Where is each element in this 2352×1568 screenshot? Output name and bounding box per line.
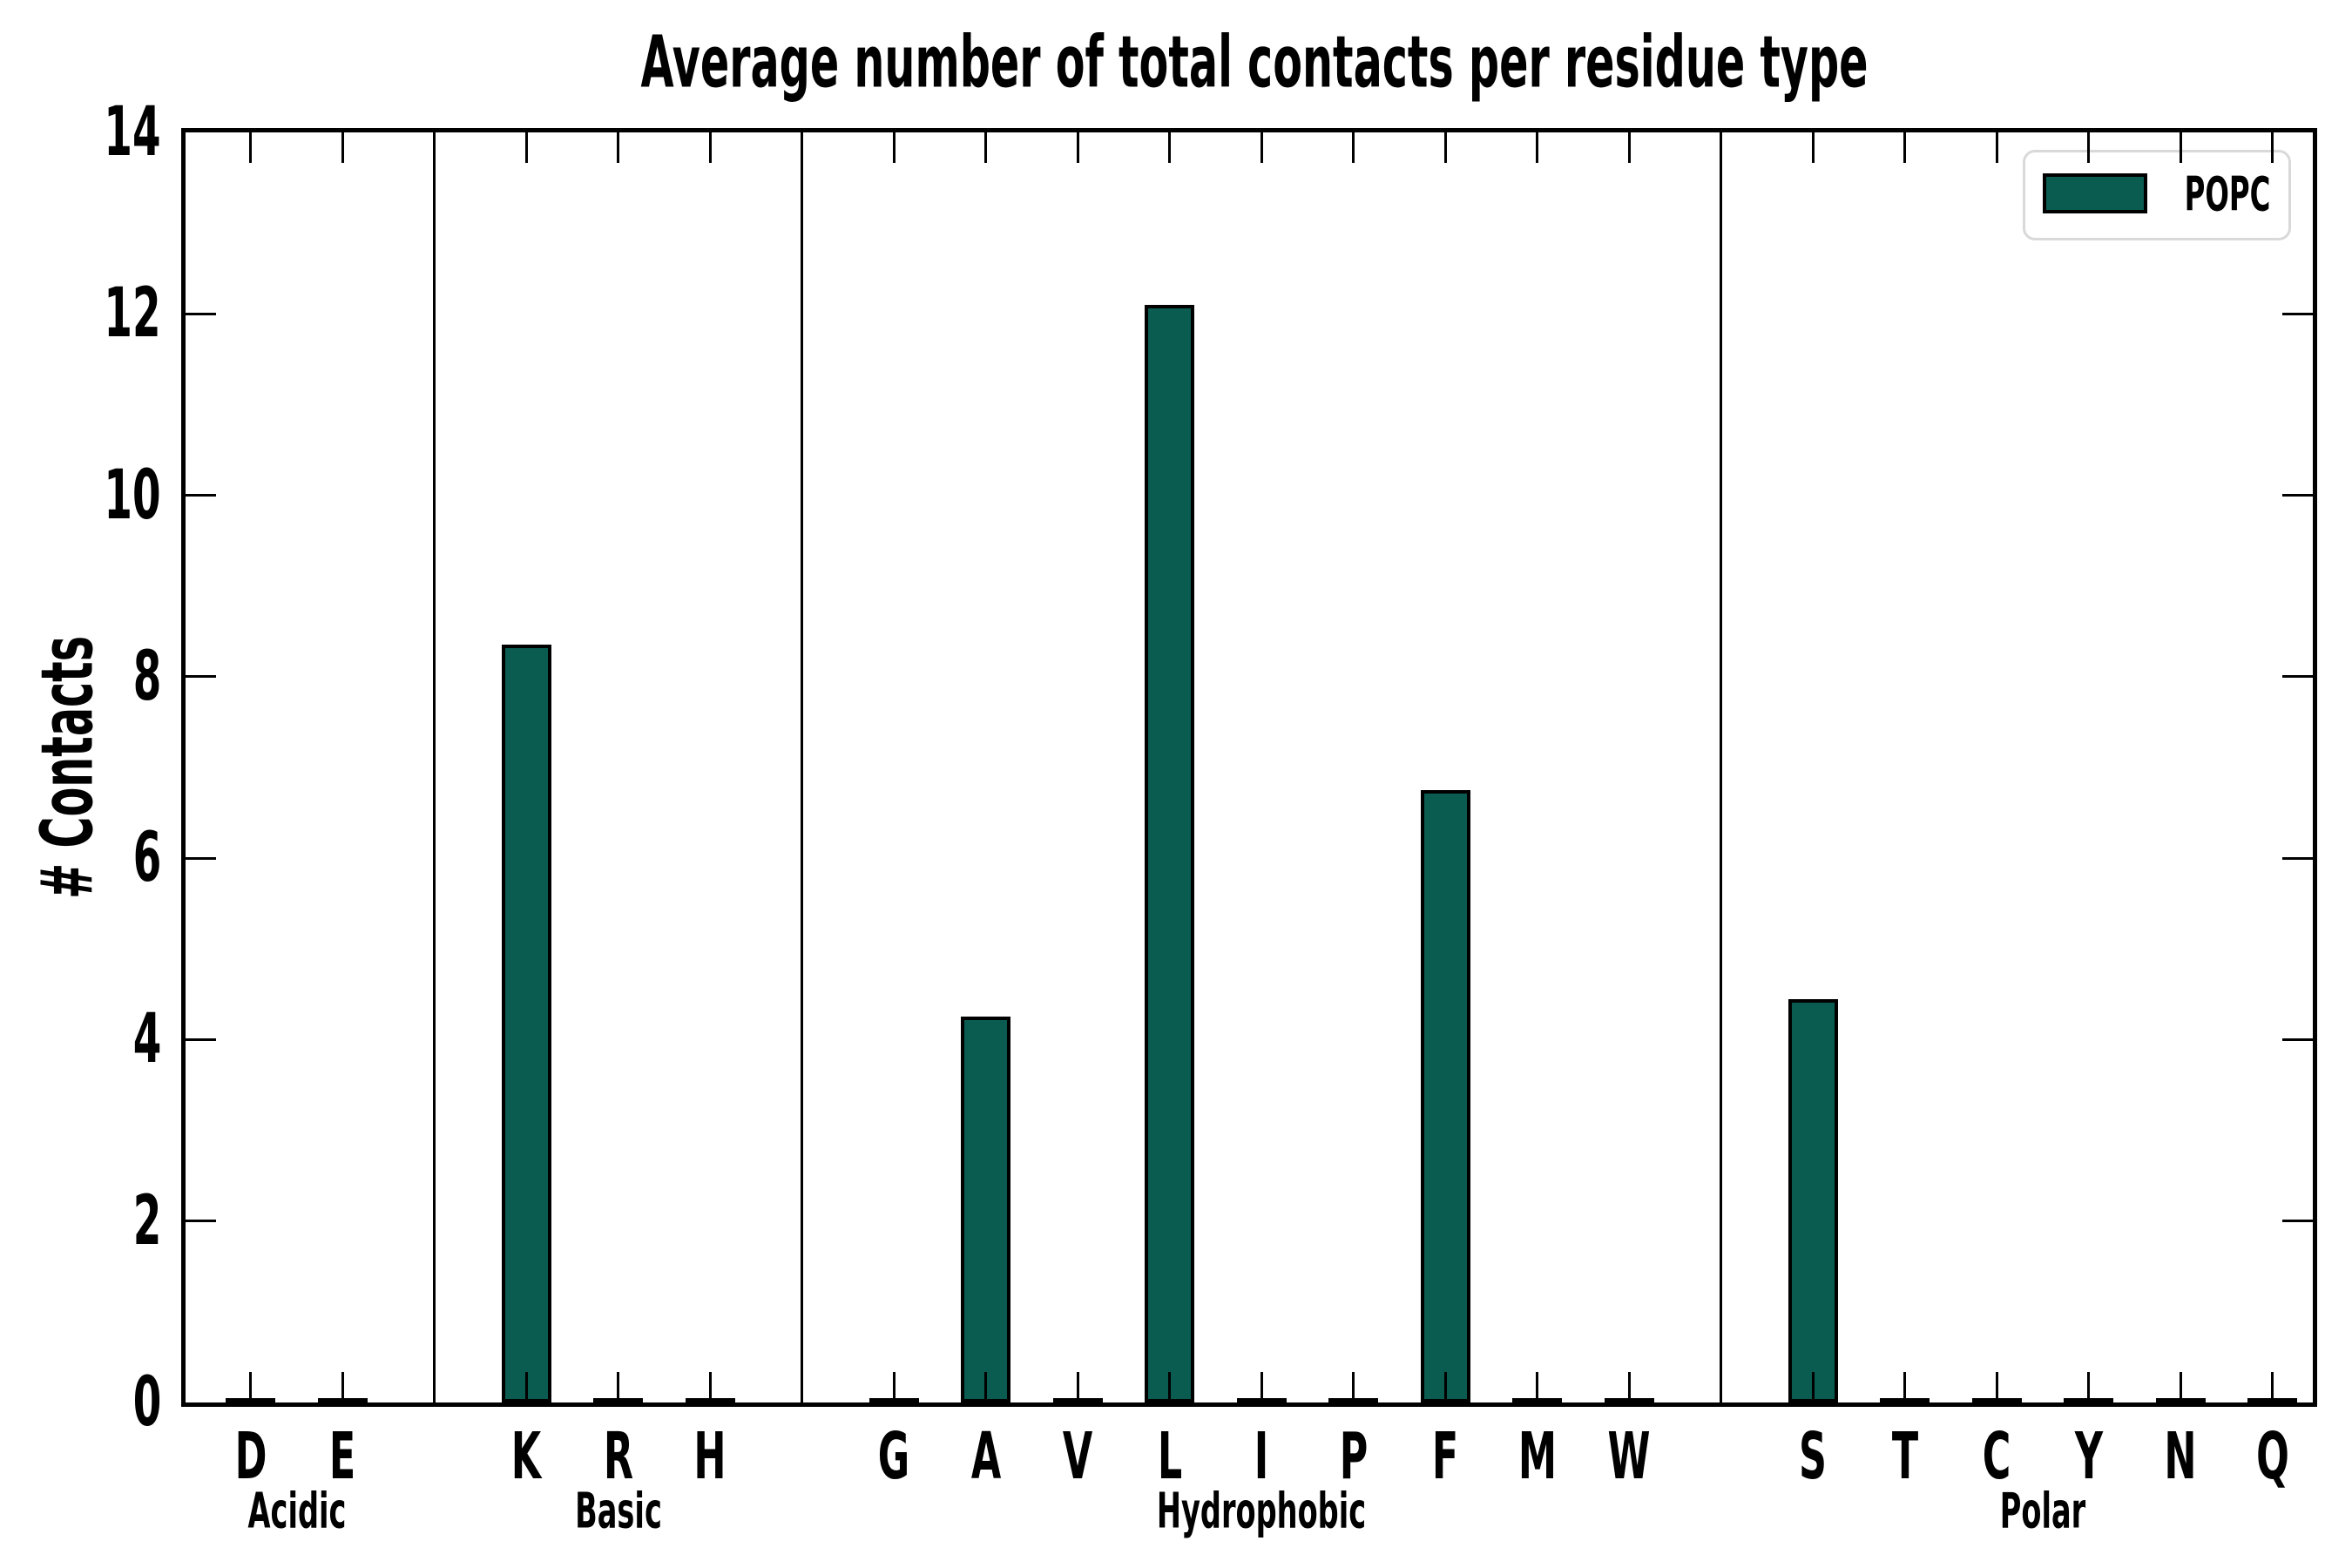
x-tick-top-Q bbox=[2271, 132, 2274, 163]
x-tick-top-E bbox=[341, 132, 344, 163]
y-tick-left-12 bbox=[186, 312, 216, 315]
x-tick-bottom-D bbox=[249, 1372, 253, 1402]
x-tick-label-M: M bbox=[1517, 1419, 1557, 1494]
x-tick-bottom-P bbox=[1352, 1372, 1355, 1402]
x-tick-label-R: R bbox=[603, 1419, 633, 1494]
bar-F bbox=[1420, 790, 1470, 1402]
x-tick-bottom-C bbox=[1995, 1372, 1998, 1402]
y-tick-left-10 bbox=[186, 494, 216, 497]
y-tick-label-4: 4 bbox=[132, 1000, 161, 1079]
x-tick-label-P: P bbox=[1339, 1419, 1368, 1494]
x-tick-top-G bbox=[892, 132, 896, 163]
x-tick-top-W bbox=[1627, 132, 1631, 163]
x-tick-top-N bbox=[2179, 132, 2182, 163]
x-tick-bottom-F bbox=[1443, 1372, 1447, 1402]
x-tick-top-V bbox=[1076, 132, 1079, 163]
bar-A bbox=[961, 1017, 1011, 1402]
legend-swatch-popc bbox=[2043, 173, 2147, 213]
y-tick-label-12: 12 bbox=[104, 274, 161, 354]
x-tick-bottom-L bbox=[1168, 1372, 1172, 1402]
y-tick-right-10 bbox=[2282, 494, 2313, 497]
x-tick-label-V: V bbox=[1063, 1419, 1093, 1494]
bar-K bbox=[501, 645, 551, 1402]
x-tick-top-K bbox=[524, 132, 528, 163]
x-tick-bottom-M bbox=[1536, 1372, 1539, 1402]
y-tick-label-6: 6 bbox=[132, 819, 161, 898]
y-tick-left-4 bbox=[186, 1037, 216, 1041]
x-tick-label-A: A bbox=[970, 1419, 1001, 1494]
x-tick-label-L: L bbox=[1157, 1419, 1182, 1494]
y-tick-right-6 bbox=[2282, 856, 2313, 860]
x-tick-label-C: C bbox=[1982, 1419, 2011, 1494]
x-tick-bottom-A bbox=[984, 1372, 988, 1402]
y-axis-label: # Contacts bbox=[26, 636, 110, 899]
x-tick-label-Y: Y bbox=[2074, 1419, 2103, 1494]
y-tick-label-8: 8 bbox=[132, 637, 161, 716]
x-tick-top-S bbox=[1811, 132, 1815, 163]
y-tick-left-8 bbox=[186, 675, 216, 679]
x-tick-top-R bbox=[617, 132, 620, 163]
x-tick-top-H bbox=[708, 132, 712, 163]
x-tick-bottom-E bbox=[341, 1372, 344, 1402]
y-tick-label-0: 0 bbox=[132, 1363, 161, 1442]
x-tick-label-I: I bbox=[1254, 1419, 1269, 1494]
x-tick-label-S: S bbox=[1799, 1419, 1828, 1494]
x-tick-label-K: K bbox=[511, 1419, 542, 1494]
x-tick-bottom-Y bbox=[2087, 1372, 2091, 1402]
bar-L bbox=[1145, 304, 1195, 1402]
x-tick-label-F: F bbox=[1432, 1419, 1459, 1494]
x-tick-top-A bbox=[984, 132, 988, 163]
x-tick-bottom-I bbox=[1260, 1372, 1263, 1402]
x-tick-bottom-T bbox=[1903, 1372, 1907, 1402]
x-tick-label-G: G bbox=[878, 1419, 910, 1494]
group-divider bbox=[1720, 132, 1723, 1402]
x-tick-bottom-K bbox=[524, 1372, 528, 1402]
group-label-polar: Polar bbox=[1999, 1483, 2086, 1540]
legend: POPC bbox=[2023, 150, 2291, 240]
x-tick-label-E: E bbox=[329, 1419, 356, 1494]
x-tick-label-T: T bbox=[1891, 1419, 1918, 1494]
x-tick-bottom-G bbox=[892, 1372, 896, 1402]
y-tick-label-14: 14 bbox=[104, 93, 161, 172]
group-divider bbox=[433, 132, 436, 1402]
x-tick-top-T bbox=[1903, 132, 1907, 163]
x-tick-label-N: N bbox=[2164, 1419, 2197, 1494]
x-tick-bottom-N bbox=[2179, 1372, 2182, 1402]
x-tick-label-Q: Q bbox=[2255, 1419, 2289, 1494]
x-tick-bottom-H bbox=[708, 1372, 712, 1402]
x-tick-top-C bbox=[1995, 132, 1998, 163]
y-tick-left-2 bbox=[186, 1220, 216, 1223]
group-label-acidic: Acidic bbox=[247, 1483, 347, 1540]
x-tick-top-Y bbox=[2087, 132, 2091, 163]
x-tick-bottom-V bbox=[1076, 1372, 1079, 1402]
x-tick-top-M bbox=[1536, 132, 1539, 163]
x-tick-label-H: H bbox=[693, 1419, 727, 1494]
group-label-basic: Basic bbox=[574, 1483, 662, 1540]
group-divider bbox=[801, 132, 804, 1402]
y-tick-right-4 bbox=[2282, 1037, 2313, 1041]
y-tick-left-6 bbox=[186, 856, 216, 860]
plot-area bbox=[181, 128, 2317, 1407]
legend-label: POPC bbox=[2184, 166, 2271, 222]
y-tick-right-12 bbox=[2282, 312, 2313, 315]
y-tick-label-10: 10 bbox=[104, 456, 161, 535]
x-tick-label-D: D bbox=[234, 1419, 267, 1494]
x-tick-top-L bbox=[1168, 132, 1172, 163]
x-tick-top-P bbox=[1352, 132, 1355, 163]
y-tick-label-2: 2 bbox=[132, 1181, 161, 1260]
chart-title: Average number of total contacts per res… bbox=[640, 21, 1869, 105]
x-tick-top-D bbox=[249, 132, 253, 163]
x-tick-bottom-R bbox=[617, 1372, 620, 1402]
x-tick-bottom-W bbox=[1627, 1372, 1631, 1402]
bar-S bbox=[1788, 998, 1838, 1402]
x-tick-bottom-S bbox=[1811, 1372, 1815, 1402]
x-tick-label-W: W bbox=[1607, 1419, 1651, 1494]
group-label-hydrophobic: Hydrophobic bbox=[1157, 1483, 1367, 1540]
x-tick-top-I bbox=[1260, 132, 1263, 163]
x-tick-bottom-Q bbox=[2271, 1372, 2274, 1402]
x-tick-top-F bbox=[1443, 132, 1447, 163]
y-tick-right-8 bbox=[2282, 675, 2313, 679]
y-tick-right-2 bbox=[2282, 1220, 2313, 1223]
